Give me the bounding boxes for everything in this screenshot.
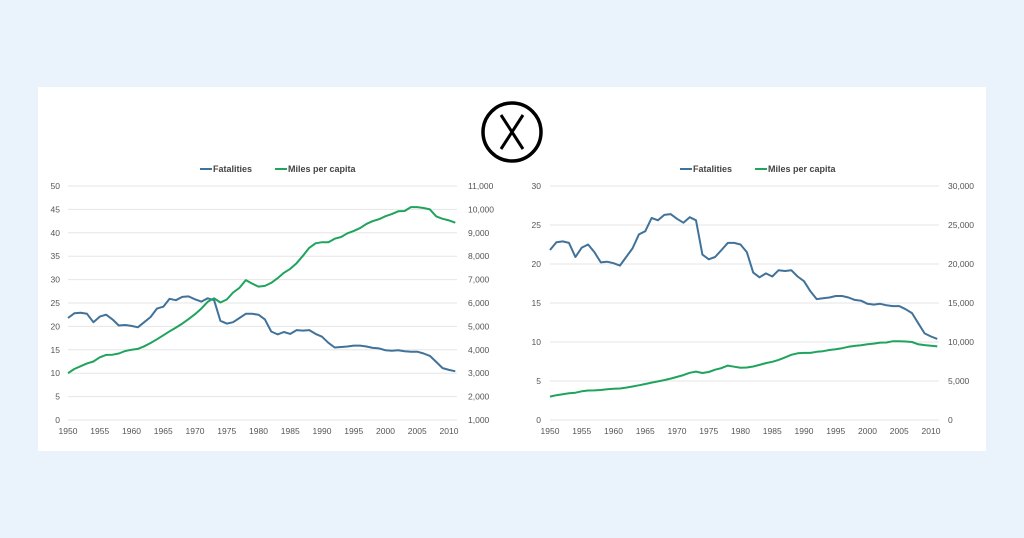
y-right-tick-label: 4,000: [468, 345, 490, 355]
y-right-tick-label: 1,000: [468, 415, 490, 425]
y-left-tick-label: 5: [536, 376, 541, 386]
series-line-miles-per-capita: [67, 206, 456, 375]
x-tick-label: 2005: [408, 426, 427, 436]
x-tick-label: 1990: [313, 426, 332, 436]
chart-1: 0 5 10 15 20 25 30 35 40 45 50 1,000 2,000 3,000 4,000…: [51, 164, 495, 436]
y-right-tick-label: 5,000: [468, 321, 490, 331]
y-left-tick-label: 15: [532, 298, 542, 308]
x-tick-label: 2000: [376, 426, 395, 436]
x-tick-label: 1965: [636, 426, 655, 436]
legend-label: Fatalities: [693, 164, 732, 174]
y-right-tick-label: 30,000: [948, 181, 974, 191]
x-tick-label: 1950: [541, 426, 560, 436]
y-right-tick-label: 0: [948, 415, 953, 425]
y-right-tick-label: 6,000: [468, 298, 490, 308]
y-right-tick-label: 5,000: [948, 376, 970, 386]
y-right-tick-label: 20,000: [948, 259, 974, 269]
y-left-tick-label: 0: [536, 415, 541, 425]
chart-2: 0 5 10 15 20 25 30 0 5,000 10,000 15,000 20,000 25,0…: [532, 164, 975, 436]
series-line-miles-per-capita: [549, 340, 938, 398]
x-tick-label: 2000: [858, 426, 877, 436]
y-left-tick-label: 45: [51, 204, 61, 214]
circled-x-icon: [481, 101, 543, 163]
series-line-fatalities: [67, 295, 456, 373]
y-right-tick-label: 25,000: [948, 220, 974, 230]
y-left-tick-label: 35: [51, 251, 61, 261]
series-line-fatalities: [549, 213, 938, 340]
x-tick-label: 1985: [763, 426, 782, 436]
y-right-tick-label: 15,000: [948, 298, 974, 308]
y-right-tick-label: 8,000: [468, 251, 490, 261]
x-tick-label: 1955: [90, 426, 109, 436]
y-right-tick-label: 2,000: [468, 392, 490, 402]
y-left-tick-label: 50: [51, 181, 61, 191]
y-right-tick-label: 10,000: [948, 337, 974, 347]
x-tick-label: 1980: [249, 426, 268, 436]
y-left-tick-label: 0: [55, 415, 60, 425]
x-tick-label: 1960: [122, 426, 141, 436]
chart-panel: [38, 87, 986, 451]
y-left-tick-label: 10: [51, 368, 61, 378]
y-right-tick-label: 3,000: [468, 368, 490, 378]
y-left-tick-label: 5: [55, 392, 60, 402]
y-left-tick-label: 20: [532, 259, 542, 269]
x-tick-label: 1950: [59, 426, 78, 436]
x-tick-label: 1995: [826, 426, 845, 436]
y-right-tick-label: 11,000: [468, 181, 494, 191]
y-left-tick-label: 30: [532, 181, 542, 191]
x-tick-label: 1970: [668, 426, 687, 436]
y-left-tick-label: 25: [532, 220, 542, 230]
y-left-tick-label: 20: [51, 321, 61, 331]
x-tick-label: 1975: [699, 426, 718, 436]
y-right-tick-label: 9,000: [468, 228, 490, 238]
x-tick-label: 1995: [344, 426, 363, 436]
y-left-tick-label: 40: [51, 228, 61, 238]
legend-label: Miles per capita: [768, 164, 837, 174]
x-tick-label: 1970: [186, 426, 205, 436]
x-tick-label: 1960: [604, 426, 623, 436]
x-tick-label: 1980: [731, 426, 750, 436]
legend-label: Miles per capita: [288, 164, 357, 174]
x-tick-label: 1975: [217, 426, 236, 436]
y-left-tick-label: 10: [532, 337, 542, 347]
x-tick-label: 1955: [572, 426, 591, 436]
x-tick-label: 2010: [922, 426, 941, 436]
x-tick-label: 2005: [890, 426, 909, 436]
y-left-tick-label: 25: [51, 298, 61, 308]
x-tick-label: 1990: [795, 426, 814, 436]
y-right-tick-label: 10,000: [468, 204, 494, 214]
x-tick-label: 2010: [440, 426, 459, 436]
legend-label: Fatalities: [213, 164, 252, 174]
x-tick-label: 1965: [154, 426, 173, 436]
y-left-tick-label: 30: [51, 275, 61, 285]
y-right-tick-label: 7,000: [468, 275, 490, 285]
y-left-tick-label: 15: [51, 345, 61, 355]
x-tick-label: 1985: [281, 426, 300, 436]
